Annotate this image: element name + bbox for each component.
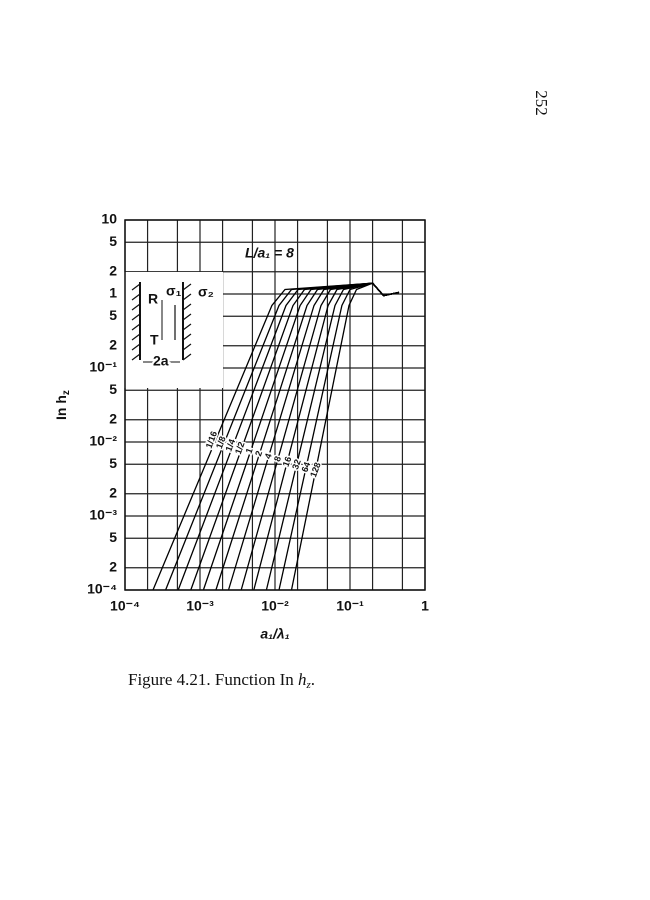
- curve-label: 1: [244, 447, 255, 455]
- inset-label: σ₂: [198, 284, 214, 300]
- y-tick-label: 5: [109, 233, 117, 249]
- hatching: [131, 283, 192, 361]
- inset-label: 2a: [153, 353, 169, 369]
- y-tick-label: 2: [109, 336, 117, 352]
- y-tick-label: 2: [109, 410, 117, 426]
- inset: R σ₁ σ₂ T 2a: [124, 272, 223, 388]
- annotation: L/a₁ = 8: [245, 245, 294, 261]
- y-tick-label: 10⁻¹: [89, 359, 117, 375]
- y-tick-label: 2: [109, 262, 117, 278]
- chart: 10⁻⁴ 10⁻³ 10⁻² 10⁻¹ 1105215210⁻¹5210⁻²5210⁻³…: [87, 211, 429, 614]
- x-tick-label: 10⁻¹: [336, 598, 364, 614]
- y-tick-label: 5: [109, 529, 117, 545]
- x-axis-label: a₁/λ₁: [260, 626, 289, 642]
- y-tick-label: 5: [109, 307, 117, 323]
- curve-label: 8: [272, 455, 283, 463]
- y-label-sub: z: [61, 390, 72, 395]
- x-tick-label: 10⁻⁴: [110, 598, 140, 614]
- x-tick-label: 10⁻³: [186, 598, 214, 614]
- curve-label: 2: [253, 449, 264, 457]
- curve-label: 1/8: [214, 435, 228, 450]
- y-tick-label: 2: [109, 558, 117, 574]
- curve-label: 4: [263, 452, 274, 460]
- y-axis-label: In hz: [53, 390, 72, 420]
- y-tick-label: 10⁻²: [89, 433, 117, 449]
- caption-var: h: [298, 670, 307, 689]
- y-tick-label: 5: [109, 455, 117, 471]
- x-tick-label: 1: [421, 598, 429, 614]
- caption-sub: z: [306, 679, 312, 691]
- y-tick-label: 10⁻³: [89, 507, 117, 523]
- y-tick-label: 10⁻⁴: [87, 581, 117, 597]
- x-tick-label: 10⁻²: [261, 598, 289, 614]
- inset-label: R: [148, 291, 158, 307]
- curve: [290, 282, 400, 591]
- y-tick-label: 5: [109, 381, 117, 397]
- caption-text: Figure 4.21. Function In: [128, 670, 298, 689]
- y-tick-label: 2: [109, 484, 117, 500]
- caption: Figure 4.21. Function In hz.: [128, 670, 315, 691]
- plot-frame: [124, 219, 426, 591]
- y-tick-label: 1: [109, 285, 117, 301]
- page-number: 252: [532, 90, 551, 116]
- curve: [265, 282, 400, 591]
- inset-label: T: [150, 332, 159, 348]
- inset-label: σ₁: [166, 283, 182, 299]
- y-tick-label: 10: [101, 211, 117, 227]
- y-label-text: In h: [53, 395, 69, 420]
- caption-end: .: [311, 670, 315, 689]
